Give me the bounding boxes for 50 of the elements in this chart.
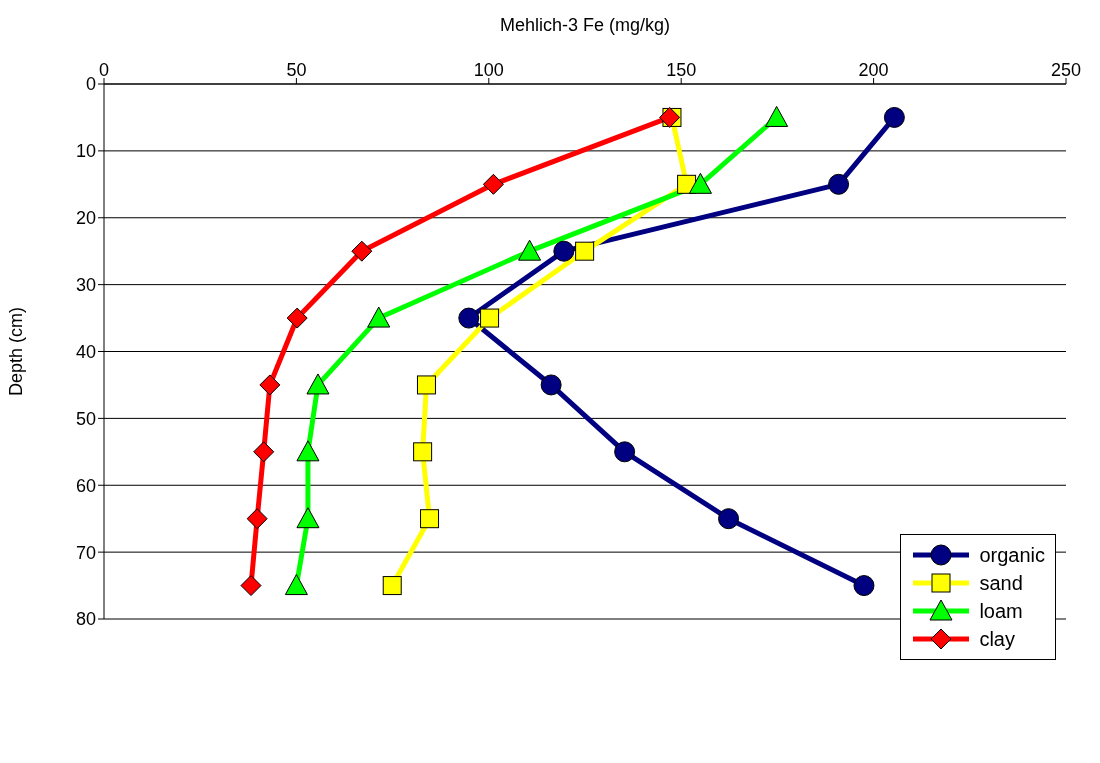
point	[382, 576, 402, 596]
point	[540, 374, 562, 396]
point	[765, 105, 789, 127]
x-tick-label: 0	[98, 60, 110, 80]
point	[284, 574, 308, 596]
point	[296, 507, 320, 529]
point	[416, 375, 436, 395]
point	[306, 373, 330, 395]
x-tick-label: 250	[1050, 60, 1082, 80]
point	[575, 241, 595, 261]
point	[688, 172, 712, 194]
y-tick-label: 20	[75, 208, 96, 229]
x-tick-label: 100	[473, 60, 504, 80]
point	[614, 441, 636, 463]
y-tick-label: 80	[75, 609, 96, 630]
y-tick-label: 50	[75, 408, 96, 429]
y-tick-label: 0	[85, 74, 96, 95]
point	[413, 442, 433, 462]
legend-label: loam	[979, 599, 1023, 624]
point	[420, 509, 440, 529]
point	[240, 575, 262, 597]
point	[296, 440, 320, 462]
point	[480, 308, 500, 328]
point	[367, 306, 391, 328]
point	[482, 173, 504, 195]
y-axis-title: Depth (cm)	[6, 306, 27, 397]
y-tick-label: 40	[75, 341, 96, 362]
point	[853, 575, 875, 597]
legend-label: clay	[979, 627, 1015, 652]
y-tick-label: 10	[75, 141, 96, 162]
y-tick-label: 70	[75, 542, 96, 563]
point	[351, 240, 373, 262]
legend-label: organic	[979, 543, 1045, 568]
point	[246, 508, 268, 530]
y-tick-label: 60	[75, 475, 96, 496]
x-tick-label: 150	[666, 60, 697, 80]
point	[253, 441, 275, 463]
point	[718, 508, 740, 530]
y-tick-label: 30	[75, 275, 96, 296]
point	[553, 240, 575, 262]
point	[518, 239, 542, 261]
point	[259, 374, 281, 396]
x-axis-title: Mehlich-3 Fe (mg/kg)	[499, 14, 671, 35]
point	[458, 307, 480, 329]
point	[828, 173, 850, 195]
point	[286, 307, 308, 329]
legend-label: sand	[979, 571, 1023, 596]
point	[883, 106, 905, 128]
x-tick-label: 50	[286, 60, 307, 80]
x-tick-label: 200	[858, 60, 889, 80]
